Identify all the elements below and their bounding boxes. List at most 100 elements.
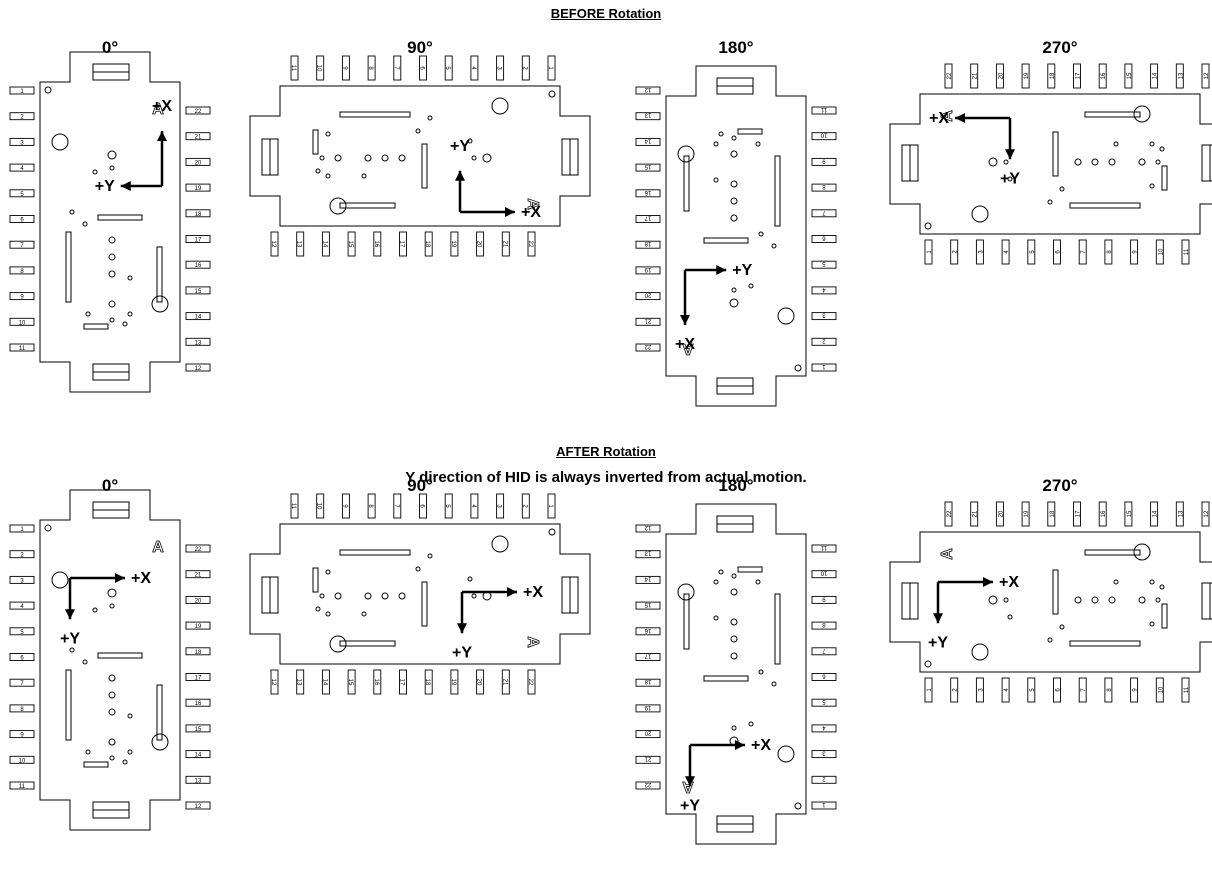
pin (635, 575, 661, 584)
pin (811, 337, 837, 346)
component (1108, 158, 1116, 166)
component (427, 115, 433, 121)
pin-label: 5 (822, 260, 826, 266)
sensor-pad (83, 761, 109, 768)
mount-hole (924, 660, 932, 668)
pin (924, 677, 933, 703)
pin-label: 8 (1107, 250, 1113, 254)
pin (970, 63, 979, 89)
board-outline (249, 523, 591, 665)
pin (290, 55, 299, 81)
pin-label: 13 (296, 241, 302, 248)
x-axis-arrow-head (680, 315, 690, 325)
y-axis-label: +Y (452, 644, 472, 661)
mount-hole (971, 205, 989, 223)
pin (321, 669, 330, 695)
component (122, 759, 128, 765)
pin (496, 493, 505, 519)
pin-label: 7 (1081, 250, 1087, 254)
pin (9, 163, 35, 172)
pin (450, 669, 459, 695)
component (398, 154, 406, 162)
pin-label: 21 (195, 135, 202, 141)
pin (924, 239, 933, 265)
x-axis-label: +X (152, 98, 172, 115)
pin-label: 15 (195, 289, 202, 295)
logo-mark: A (939, 110, 956, 122)
component (85, 749, 91, 755)
pin (635, 163, 661, 172)
pin (1201, 63, 1210, 89)
pin (1104, 677, 1113, 703)
component (730, 150, 738, 158)
pin (1027, 239, 1036, 265)
pin (419, 55, 427, 81)
sensor-pad (339, 111, 411, 118)
component (713, 141, 719, 147)
pin (811, 363, 837, 372)
pin-label: 5 (1030, 688, 1036, 692)
pin-label: 15 (347, 679, 353, 686)
x-axis-label: +X (131, 570, 151, 587)
sensor-pad (774, 593, 781, 665)
pin-label: 7 (20, 681, 24, 687)
pin (9, 653, 35, 661)
component (82, 221, 88, 227)
pin-label: 21 (644, 317, 651, 323)
pin-label: 15 (644, 163, 651, 169)
pin (9, 112, 35, 121)
component (364, 592, 372, 600)
component (731, 573, 737, 579)
pin-label: 5 (444, 504, 450, 508)
pin (399, 669, 407, 695)
pin-label: 5 (444, 66, 450, 70)
component (1003, 597, 1009, 603)
component (1059, 624, 1065, 630)
pin (1078, 677, 1087, 703)
pin-label: 22 (195, 547, 202, 553)
pin (501, 669, 510, 695)
pin-label: 11 (290, 65, 296, 72)
pin-label: 19 (644, 266, 651, 272)
pin-label: 6 (419, 66, 425, 70)
pin (811, 157, 837, 166)
x-axis-label: +X (523, 584, 543, 601)
component (718, 569, 724, 575)
logo-mark: A (524, 636, 541, 648)
pin-label: 4 (470, 504, 476, 508)
pin (185, 106, 211, 115)
pin-label: 15 (1127, 510, 1133, 517)
component (755, 579, 761, 585)
component (731, 287, 737, 293)
component (988, 157, 998, 167)
pin (9, 601, 35, 610)
board-outline (249, 85, 591, 227)
pin (1201, 501, 1210, 527)
sensor-pad (421, 581, 428, 627)
pin-label: 13 (1178, 72, 1184, 79)
pin-label: 21 (973, 72, 979, 79)
component (315, 606, 321, 612)
pin (811, 132, 837, 141)
component (713, 615, 719, 621)
pin (444, 493, 453, 519)
pin-label: 14 (1153, 72, 1159, 79)
pin (393, 493, 402, 519)
y-axis-arrow-head (716, 265, 727, 275)
pin-label: 1 (547, 504, 553, 508)
pin-label: 3 (496, 66, 502, 70)
pin (1027, 677, 1036, 703)
board-outline (39, 51, 181, 393)
component (730, 618, 738, 626)
pin (811, 775, 837, 784)
pin (1181, 239, 1190, 265)
component (1007, 614, 1013, 620)
pin (811, 673, 837, 681)
pin-label: 8 (367, 504, 373, 508)
pin-label: 11 (820, 544, 827, 550)
mount-hole (677, 145, 695, 163)
pin-label: 16 (373, 241, 379, 248)
angle-label: 180° (718, 476, 753, 495)
pin-label: 12 (644, 524, 651, 530)
